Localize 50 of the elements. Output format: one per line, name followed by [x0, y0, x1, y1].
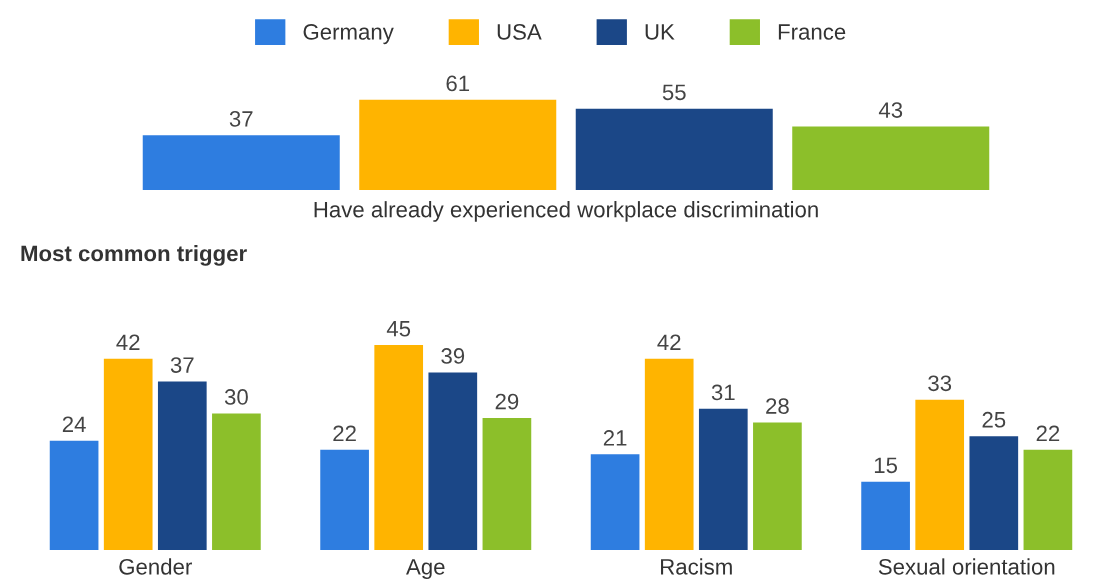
data-label: 25: [982, 411, 1006, 428]
bar: [142, 135, 340, 190]
data-label: 37: [229, 111, 253, 127]
data-label: 61: [446, 75, 470, 92]
x-tick-label: Sexual orientation: [878, 558, 1055, 575]
data-label: 42: [116, 334, 140, 350]
data-label: 39: [441, 348, 465, 364]
bar: [1023, 449, 1073, 550]
data-label: 29: [495, 393, 519, 410]
data-label: 55: [662, 84, 686, 101]
bar: [212, 413, 261, 550]
x-tick-label: Age: [406, 559, 445, 580]
data-label: 33: [928, 375, 952, 392]
data-label: 43: [878, 102, 903, 118]
x-tick-label: Racism: [661, 558, 732, 575]
x-tick-label: Gender: [119, 558, 192, 575]
chart-title: Most common trigger: [21, 245, 247, 266]
bar: [49, 440, 99, 550]
bar: [374, 345, 424, 550]
x-axis-title: Have already experienced workplace discrimination: [314, 201, 818, 222]
legend-label: France: [778, 24, 846, 40]
data-label: 22: [1036, 425, 1060, 442]
bar: [482, 417, 532, 550]
legend-label: UK: [645, 24, 675, 40]
bar: [103, 358, 153, 550]
data-label: 21: [603, 430, 627, 446]
bar: [359, 99, 557, 190]
data-label: 37: [170, 357, 194, 373]
bar: [969, 436, 1019, 550]
bar: [792, 126, 990, 190]
data-label: 30: [224, 389, 248, 405]
data-label: 45: [386, 321, 411, 337]
data-label: 15: [874, 457, 898, 474]
bar: [861, 481, 910, 550]
data-label: 42: [657, 334, 681, 350]
bar: [320, 449, 369, 550]
bar: [753, 422, 802, 550]
data-label: 31: [711, 384, 735, 401]
legend-label: USA: [497, 24, 542, 40]
data-label: 24: [62, 416, 86, 432]
data-label: 28: [766, 398, 789, 414]
bar: [157, 381, 207, 550]
bar: [428, 372, 478, 550]
bar: [698, 408, 748, 550]
bar: [644, 358, 694, 550]
bar: [590, 454, 640, 550]
data-label: 22: [333, 425, 356, 442]
bar: [575, 108, 773, 190]
legend-label: Germany: [303, 24, 394, 45]
bar: [915, 399, 965, 550]
